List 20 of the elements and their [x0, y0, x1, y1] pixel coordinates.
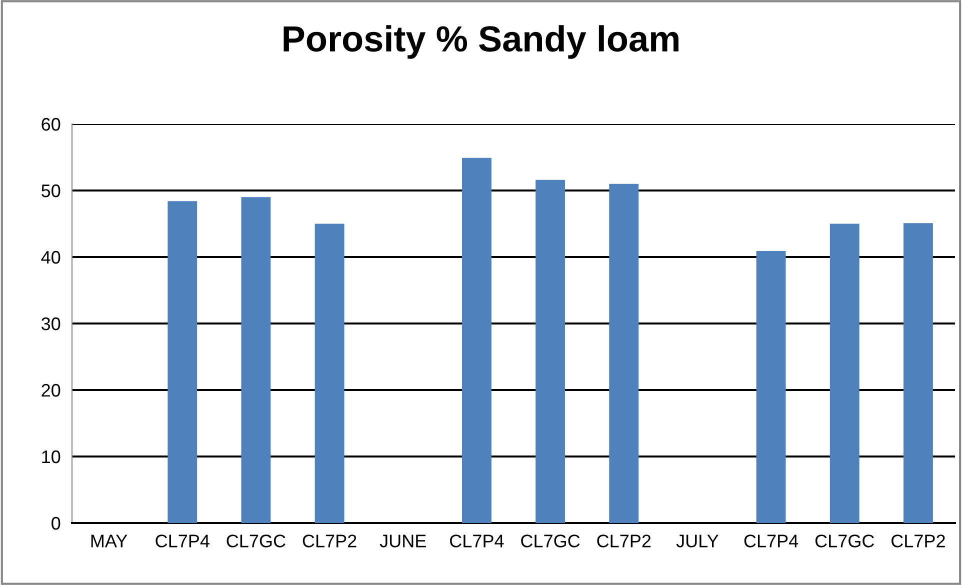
y-tick-label: 0	[52, 516, 60, 530]
x-tick-label: JULY	[676, 534, 718, 548]
x-tick-label: CL7P2	[302, 534, 356, 548]
y-tick-label: 40	[41, 250, 60, 264]
x-tick-label: CL7P2	[597, 534, 651, 548]
x-tick-label: CL7P4	[156, 534, 210, 548]
y-tick-label: 60	[42, 118, 60, 131]
y-tick-label: 10	[42, 450, 60, 464]
x-tick-label: CL7P4	[450, 534, 504, 548]
x-tick-label: CL7GC	[815, 534, 874, 548]
y-tick-label: 30	[41, 317, 60, 330]
x-tick-label: CL7P2	[892, 534, 945, 548]
y-tick-label: 50	[42, 184, 60, 198]
x-tick-label: CL7GC	[226, 534, 286, 548]
chart-title: Porosity % Sandy loam	[284, 25, 678, 59]
x-tick-label: JUNE	[380, 534, 426, 548]
x-tick-label: CL7P4	[744, 534, 798, 548]
x-tick-label: MAY	[91, 534, 128, 548]
x-tick-label: CL7GC	[521, 534, 580, 548]
y-tick-label: 20	[42, 384, 60, 397]
